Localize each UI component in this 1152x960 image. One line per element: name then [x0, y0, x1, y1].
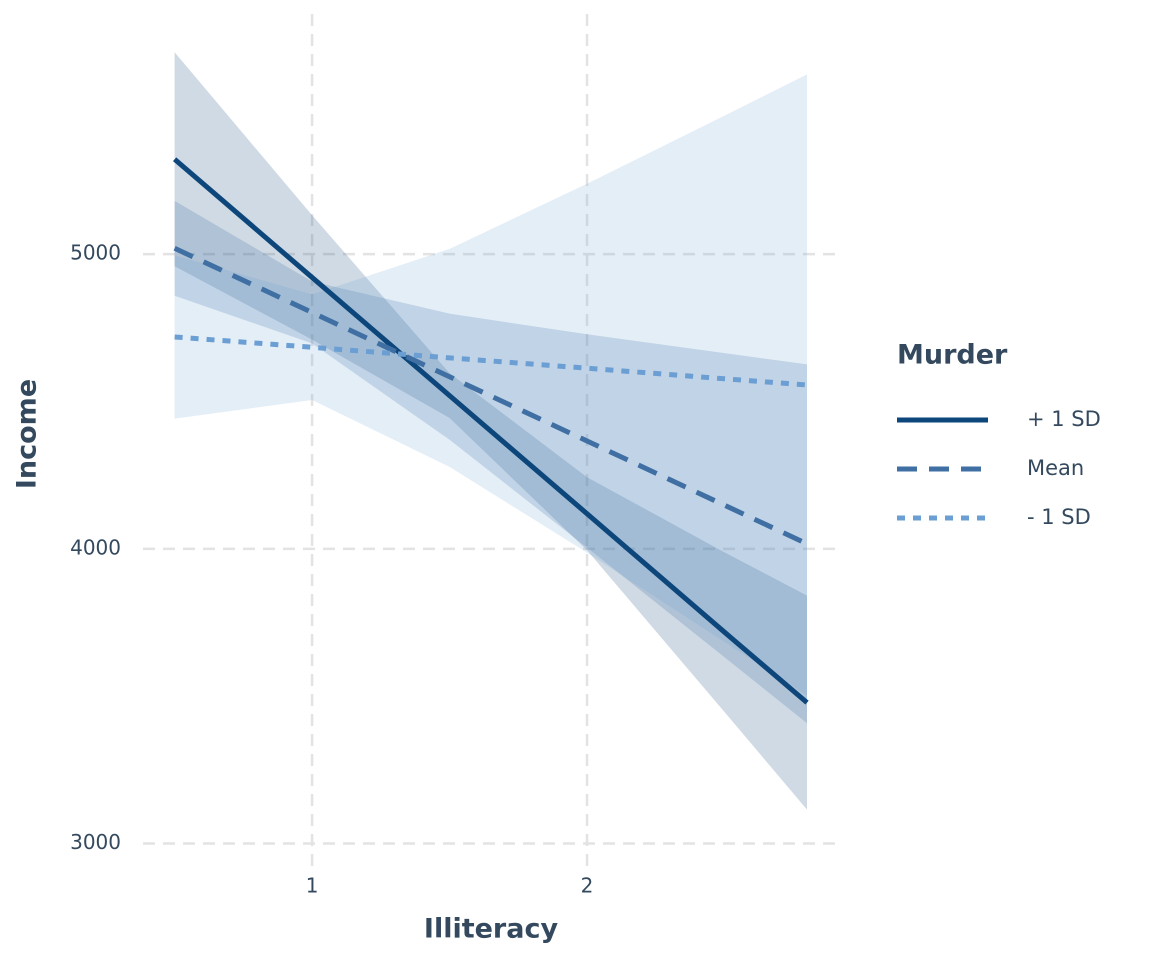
line	[172, 157, 809, 705]
legend-title: Murder	[897, 340, 1008, 371]
confidence-band	[174, 74, 808, 696]
y-axis-title: Income	[12, 379, 43, 489]
line	[173, 245, 809, 547]
legend-label: + 1 SD	[1027, 407, 1101, 431]
lines	[172, 157, 809, 705]
line	[174, 334, 808, 388]
y-tick-label: 5000	[70, 241, 121, 265]
legend-label: - 1 SD	[1027, 505, 1091, 529]
y-tick-label: 4000	[70, 535, 121, 559]
x-tick-label: 2	[581, 874, 594, 898]
legend-label: Mean	[1027, 456, 1084, 480]
y-tick-label: 3000	[70, 830, 121, 854]
x-axis-title: Illiteracy	[424, 914, 559, 945]
confidence-band	[174, 200, 808, 724]
legend: + 1 SD Mean - 1 SD	[897, 407, 1101, 529]
x-tick-label: 1	[306, 874, 319, 898]
